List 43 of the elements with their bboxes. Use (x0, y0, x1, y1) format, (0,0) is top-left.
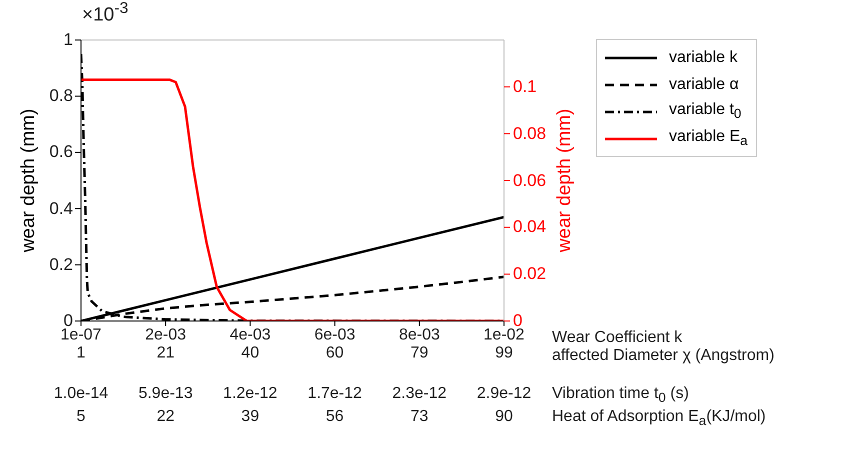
y-axis-title: wear depth (mm) (18, 108, 39, 254)
x-tick-label: 2e-03 (145, 326, 186, 344)
y-tick-label: 1 (64, 30, 73, 50)
text: 39 (241, 408, 260, 426)
text: ×10$^{-3}$ (82, 0, 128, 26)
y2-tick-label: 0.06 (513, 170, 546, 190)
y-tick-label: 0.2 (49, 254, 73, 275)
legend-label: variable t$_{0}$ (669, 101, 742, 122)
y-tick-label: 0.6 (49, 142, 73, 162)
y2-tick-label: 0.08 (513, 124, 546, 144)
text: 56 (326, 408, 344, 426)
x-tick-label: 6e-03 (314, 326, 356, 344)
legend-label: variable α (669, 76, 739, 94)
x2-tick-label: 1 (76, 344, 86, 362)
text: 73 (410, 408, 428, 426)
text: 2.9e-12 (476, 385, 532, 403)
x2-tick-label: 21 (156, 344, 175, 362)
legend-label: variable E$_{a}$ (669, 128, 748, 149)
text: 22 (156, 408, 174, 426)
text: 2.3e-12 (392, 385, 447, 403)
x2-tick-label: 60 (326, 344, 344, 362)
y2-tick-label: 0.02 (513, 264, 546, 284)
y2-tick-label: 0.04 (513, 217, 546, 238)
x-tick-label: 4e-03 (230, 326, 271, 344)
text: 1.2e-12 (223, 385, 278, 403)
x2-tick-label: 79 (410, 344, 428, 362)
text: Vibration time t$_{0}$ (s) (552, 385, 689, 406)
y2-tick-label: 0.1 (513, 76, 537, 97)
y-tick-label: 0.8 (49, 86, 73, 106)
text: 5 (76, 408, 86, 426)
text: 5.9e-13 (138, 385, 193, 403)
legend-label: variable k (669, 48, 738, 66)
text: Heat of Adsorption E$_{a}$(KJ/mol) (552, 408, 766, 428)
text: 1.7e-12 (308, 385, 362, 403)
y2-axis-title: wear depth (mm) (554, 108, 575, 254)
text: 1.0e-14 (54, 385, 108, 403)
x2-axis-title: affected Diameter χ (Angstrom) (552, 347, 774, 364)
x2-tick-label: 40 (241, 344, 260, 362)
x2-tick-label: 99 (495, 344, 513, 362)
x-tick-label: 8e-03 (398, 326, 440, 344)
x-axis-title: Wear Coefficient k (552, 329, 684, 346)
y-tick-label: 0.4 (49, 198, 73, 219)
text: 90 (495, 408, 513, 426)
